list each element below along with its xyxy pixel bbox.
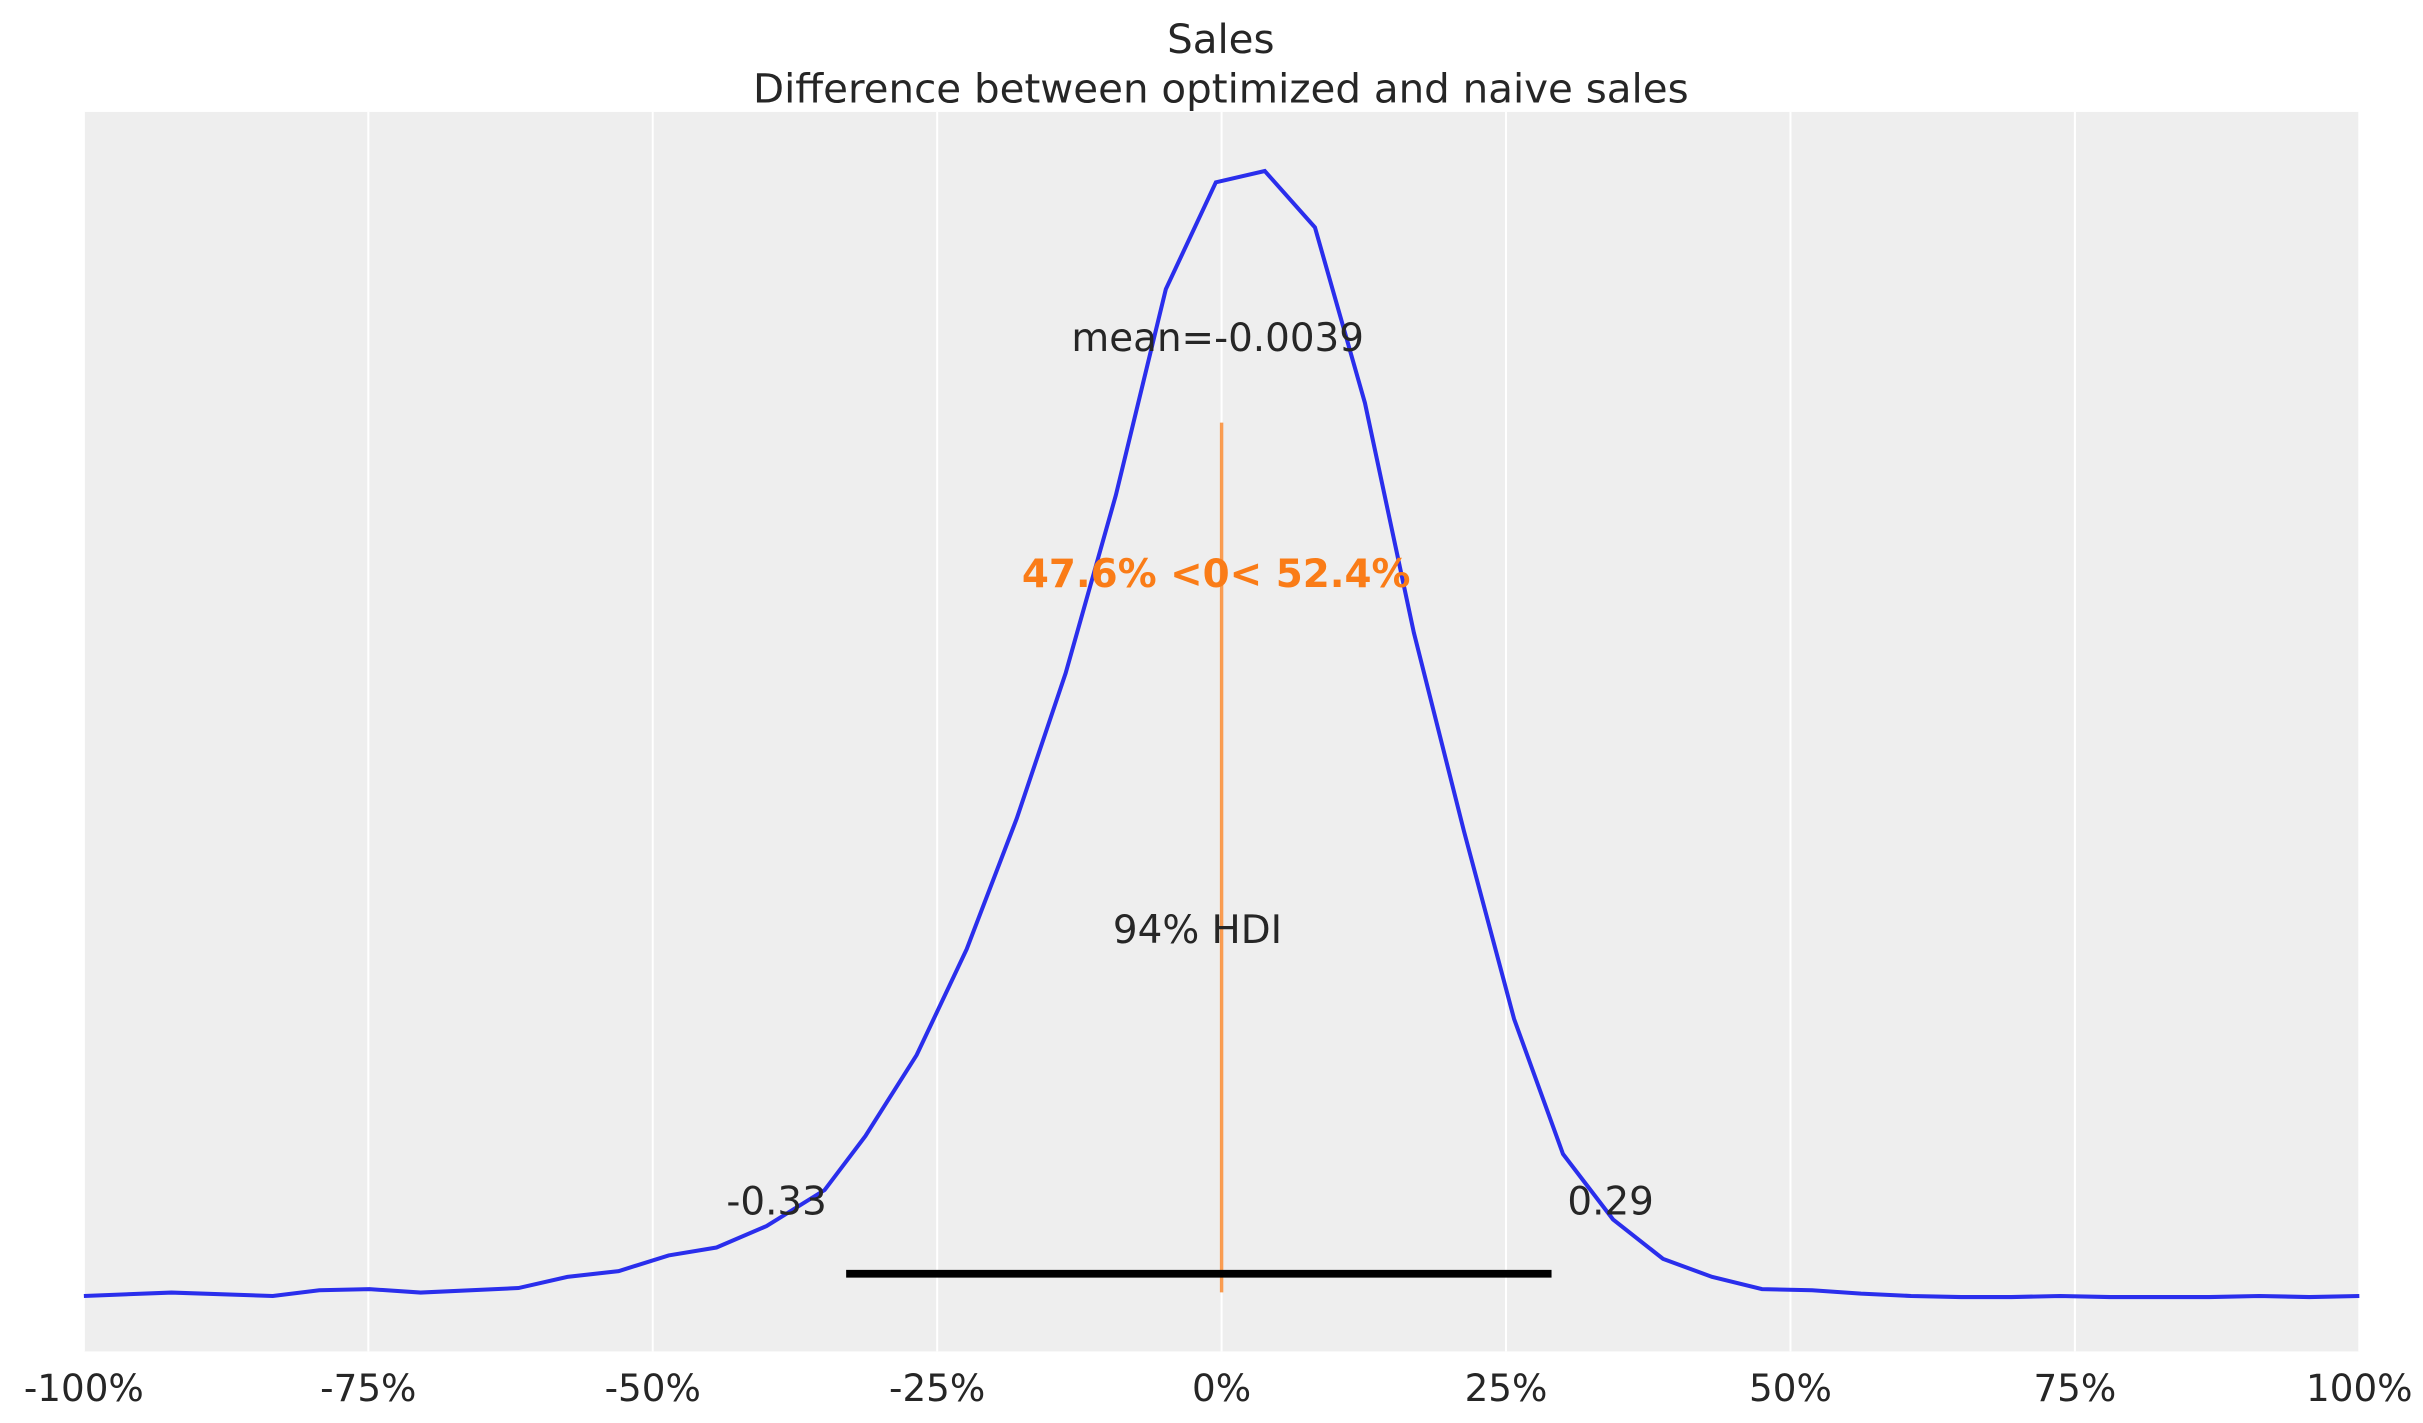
mean-label: mean=-0.0039 xyxy=(1071,316,1364,361)
x-tick-label: -25% xyxy=(889,1366,985,1410)
hdi-high-label: 0.29 xyxy=(1567,1180,1653,1225)
chart-title: Sales xyxy=(1167,16,1274,63)
hdi-low-label: -0.33 xyxy=(726,1180,826,1225)
hdi-label: 94% HDI xyxy=(1113,908,1282,953)
x-tick-label: 25% xyxy=(1465,1366,1548,1410)
x-tick-label: 100% xyxy=(2306,1366,2413,1410)
x-tick-label: -50% xyxy=(605,1366,701,1410)
density-curve xyxy=(83,168,2360,1300)
x-tick-label: 75% xyxy=(2033,1366,2116,1410)
x-tick-label: -75% xyxy=(320,1366,416,1410)
reference-probability-label: 47.6% <0< 52.4% xyxy=(1022,552,1411,597)
x-tick-label: 50% xyxy=(1749,1366,1832,1410)
x-tick-label: -100% xyxy=(24,1366,144,1410)
x-tick-label: 0% xyxy=(1192,1366,1251,1410)
chart-subtitle: Difference between optimized and naive s… xyxy=(753,66,1689,113)
